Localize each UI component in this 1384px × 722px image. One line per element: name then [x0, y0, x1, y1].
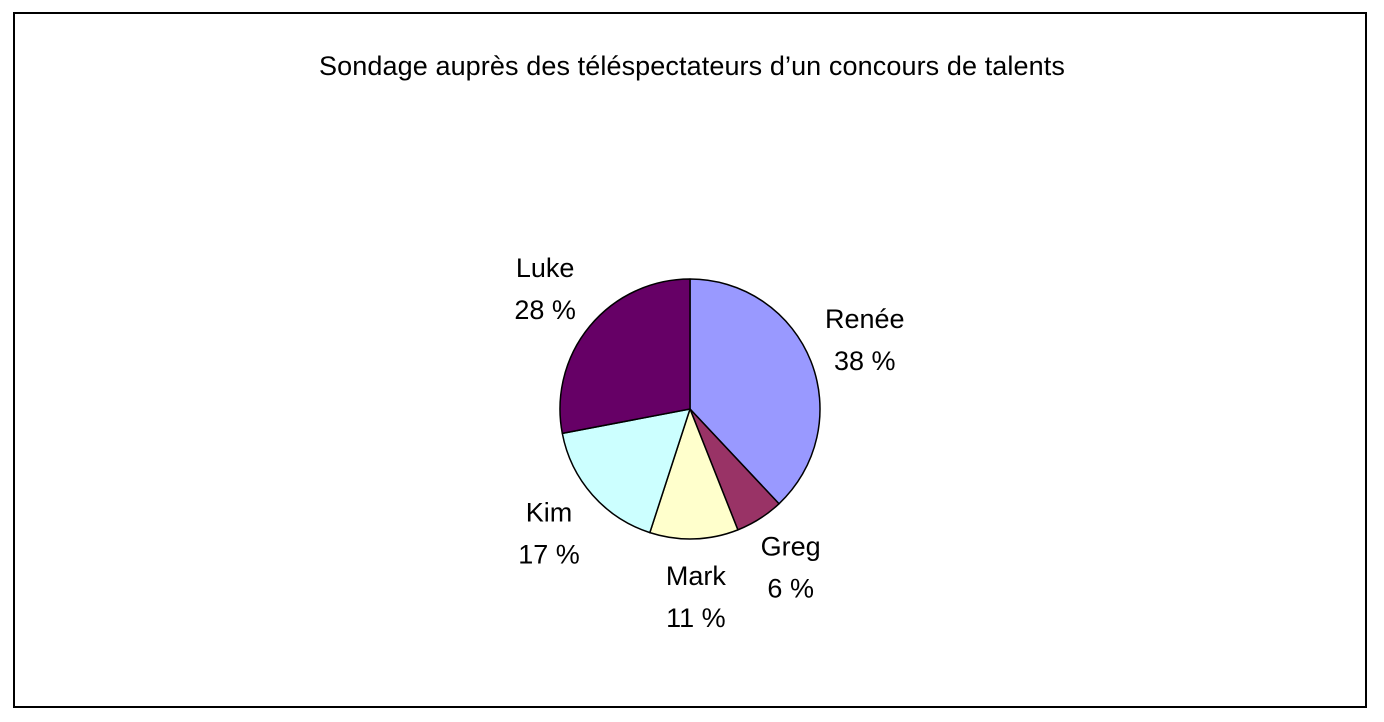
pie-slice-mark — [649, 408, 739, 540]
chart-title: Sondage auprès des téléspectateurs d’un … — [319, 51, 1065, 81]
pie-slices — [559, 278, 821, 540]
pie-slice-luke — [559, 278, 691, 435]
slice-label-kim: Kim — [526, 497, 573, 527]
slice-label-greg: Greg — [761, 532, 821, 562]
slice-value-luke: 28 % — [514, 295, 576, 325]
pie-slice-kim — [561, 408, 691, 534]
slice-value-kim: 17 % — [518, 539, 580, 569]
pie-slice-renee — [689, 278, 821, 505]
slice-value-greg: 6 % — [767, 574, 814, 604]
slice-value-mark: 11 % — [666, 603, 726, 633]
slice-label-renee: Renée — [825, 304, 905, 334]
pie-labels: Renée 38 % Greg 6 % Mark 11 % Kim 17 % Luke 28 % — [514, 253, 904, 633]
slice-label-luke: Luke — [516, 253, 575, 283]
slice-value-renee: 38 % — [834, 346, 896, 376]
slice-label-mark: Mark — [666, 561, 726, 591]
